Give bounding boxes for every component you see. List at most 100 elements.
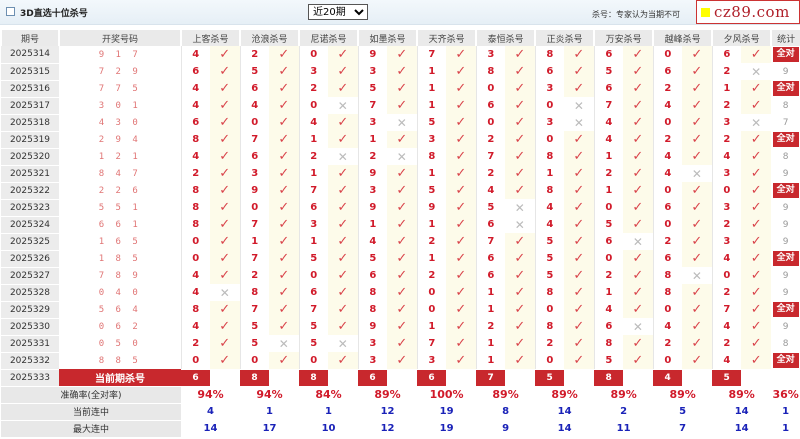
result-cell: ✓ [210,114,241,131]
period-cell: 2025315 [1,63,59,81]
result-cell: ✓ [682,114,713,131]
kill-number: 0 [180,250,210,267]
result-cell: ✓ [269,318,300,335]
current-row: 2025333 当前期杀号 6 8 8 6 6 7 5 8 4 5 [1,369,800,387]
draw-number: 1 2 1 [98,151,141,162]
table-row: 2025321 8 4 7 2 ✓ 3 ✓ 1 ✓ 9 ✓ 1 ✓ 2 ✓ 1 ✓ 2 ✓ 4 ✕ 3 ✓ 9 [1,165,800,183]
result-cell: ✓ [446,97,477,114]
kill-number: 6 [180,114,210,131]
kill-number: 0 [180,352,210,369]
cross-icon: ✕ [751,64,762,79]
kill-number: 8 [180,216,210,233]
current-kill-number: 8 [594,369,624,386]
stats-value: 89% [551,388,578,401]
result-cell: ✓ [446,233,477,250]
result-cell: ✕ [741,114,772,131]
check-icon: ✓ [278,285,290,300]
stats-row: 准确率(全对率) 94% 94% 84% 89% 100% 89% 89% 89% 89% 89% 3… [1,386,800,404]
kill-number: 5 [357,80,388,97]
stat-cell: 9 [782,202,789,213]
kill-number: 5 [298,250,329,267]
kill-number: 6 [593,233,624,250]
result-cell: ✓ [741,318,772,335]
period-select[interactable]: 近20期 [308,4,368,20]
cross-icon: ✕ [573,115,584,130]
kill-number: 0 [652,216,683,233]
all-correct-badge: 全对 [772,47,799,62]
result-cell: ✓ [328,233,359,250]
check-icon: ✓ [396,98,408,113]
cross-icon: ✕ [337,98,348,113]
result-cell: ✓ [269,148,300,165]
check-icon: ✓ [455,81,467,96]
check-icon: ✓ [278,319,290,334]
kill-number: 4 [711,148,742,165]
column-header-expert: 尼诺杀号 [298,30,359,46]
period-cell: 2025319 [1,131,59,149]
kill-number: 2 [711,216,742,233]
column-header-expert: 如墨杀号 [357,30,418,46]
table-row: 2025332 8 8 5 0 ✓ 0 ✓ 0 ✓ 3 ✓ 3 ✓ 1 ✓ 0 ✓ 5 ✓ 0 ✓ 4 ✓ 全对 [1,352,800,370]
check-icon: ✓ [632,268,644,283]
result-cell: ✓ [741,301,772,318]
kill-number: 0 [652,301,683,318]
check-icon: ✓ [278,81,290,96]
kill-number: 6 [593,318,624,335]
result-cell: ✓ [269,284,300,301]
result-cell: ✓ [269,131,300,148]
result-cell: ✓ [564,165,595,182]
stats-value: 14 [557,406,572,417]
result-cell: ✓ [328,46,359,63]
check-icon: ✓ [219,302,231,317]
result-cell: ✓ [387,233,418,250]
check-icon: ✓ [337,81,349,96]
kill-number: 4 [652,165,683,182]
check-icon: ✓ [337,132,349,147]
all-correct-badge: 全对 [772,183,799,198]
check-icon: ✓ [691,251,703,266]
check-icon: ✓ [573,319,585,334]
result-cell: ✓ [210,97,241,114]
check-icon: ✓ [396,81,408,96]
kill-number: 8 [534,318,565,335]
check-icon: ✓ [396,302,408,317]
check-icon: ✓ [632,98,644,113]
period-cell: 2025325 [1,233,59,251]
result-cell: ✓ [210,182,241,199]
kill-number: 5 [239,318,270,335]
result-cell: ✓ [210,131,241,148]
result-cell: ✓ [623,97,654,114]
result-cell: ✓ [446,267,477,284]
kill-number: 2 [593,165,624,182]
check-icon: ✓ [691,81,703,96]
stats-label: 准确率(全对率) [1,386,181,404]
table-row: 2025328 0 4 0 4 ✕ 8 ✓ 6 ✓ 8 ✓ 0 ✓ 1 ✓ 8 ✓ 1 ✓ 8 ✓ 2 ✓ 9 [1,284,800,302]
kill-number: 9 [239,182,270,199]
draw-number: 8 8 5 [98,355,141,366]
check-icon: ✓ [691,319,703,334]
stats-value: 89% [669,388,696,401]
result-cell: ✓ [564,318,595,335]
stats-value: 2 [620,406,628,417]
result-cell: ✓ [682,250,713,267]
stat-cell: 8 [782,338,789,349]
kill-number: 1 [534,165,565,182]
check-icon: ✓ [691,217,703,232]
current-kill-cell: 7 [476,369,535,386]
kill-number: 1 [593,182,624,199]
draw-number: 2 9 4 [98,134,141,145]
result-cell: ✕ [328,97,359,114]
table-row: 2025322 2 2 6 8 ✓ 9 ✓ 7 ✓ 3 ✓ 5 ✓ 4 ✓ 8 ✓ 1 ✓ 0 ✓ 0 ✓ 全对 [1,182,800,200]
result-cell: ✓ [269,97,300,114]
result-cell: ✓ [623,250,654,267]
check-icon: ✓ [691,64,703,79]
current-kill-cell: 6 [358,369,417,386]
result-cell: ✓ [505,63,536,80]
check-icon: ✓ [337,217,349,232]
check-icon: ✓ [750,234,762,249]
check-icon: ✓ [750,268,762,283]
check-icon: ✓ [219,319,231,334]
result-cell: ✓ [446,352,477,369]
kill-number: 0 [298,352,329,369]
cross-icon: ✕ [632,234,643,249]
